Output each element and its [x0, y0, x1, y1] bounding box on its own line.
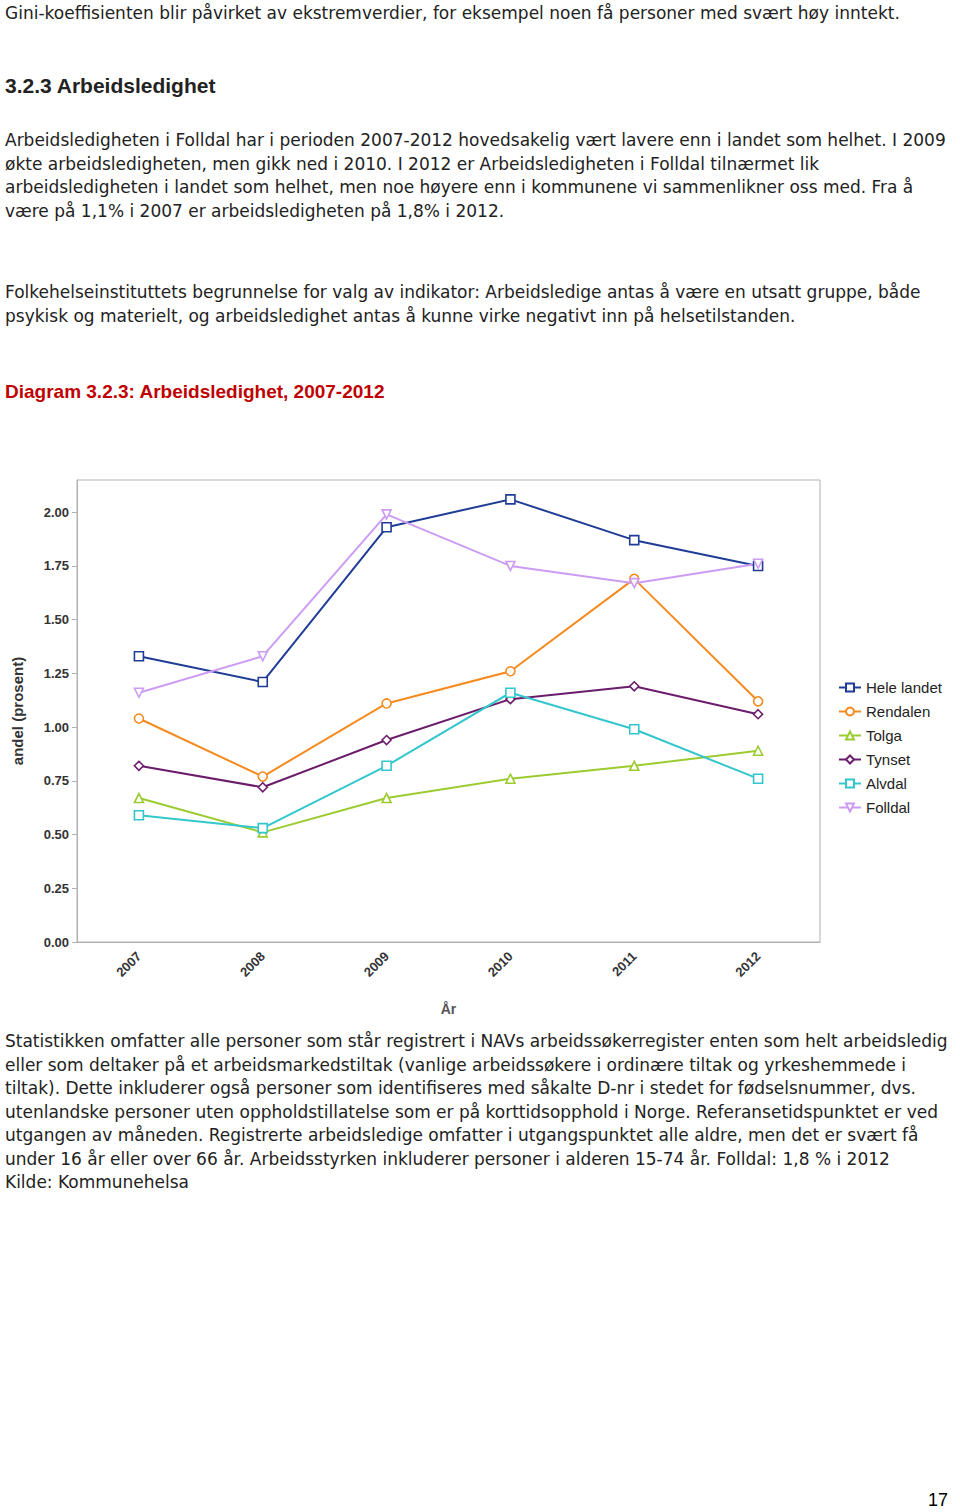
svg-text:2010: 2010: [485, 949, 516, 980]
svg-text:1.25: 1.25: [44, 666, 69, 681]
svg-text:2007: 2007: [113, 949, 144, 980]
svg-text:Rendalen: Rendalen: [866, 703, 930, 720]
html-text:Diagram 3.2.3: Arbeidsledighet: Diagram 3.2.3: Arbeidsledighet, 2007-201…: [5, 381, 385, 402]
svg-text:2.00: 2.00: [44, 505, 69, 520]
svg-text:0.25: 0.25: [44, 881, 69, 896]
svg-text:0.00: 0.00: [44, 935, 69, 950]
svg-text:1.50: 1.50: [44, 612, 69, 627]
svg-text:2009: 2009: [361, 949, 392, 980]
svg-text:Hele landet: Hele landet: [866, 679, 943, 696]
svg-text:2012: 2012: [732, 949, 763, 980]
svg-text:Tynset: Tynset: [866, 751, 911, 768]
svg-text:2008: 2008: [237, 949, 268, 980]
html-text:3.2.3 Arbeidsledighet: 3.2.3 Arbeidsledighet: [5, 74, 216, 97]
html-text:Gini-koeffisienten blir påvirk: Gini-koeffisienten blir påvirket av ekst…: [5, 3, 900, 23]
svg-text:0.75: 0.75: [44, 773, 69, 788]
svg-text:Tolga: Tolga: [866, 727, 903, 744]
html-text:Folkehelseinstituttets begrunn: Folkehelseinstituttets begrunnelse for v…: [5, 282, 921, 326]
svg-text:1.75: 1.75: [44, 558, 69, 573]
svg-text:Folldal: Folldal: [866, 799, 910, 816]
svg-text:2011: 2011: [609, 949, 640, 980]
html-text:Statistikken omfatter alle per: Statistikken omfatter alle personer som …: [5, 1031, 948, 1169]
svg-text:År: År: [441, 1001, 457, 1017]
svg-text:Alvdal: Alvdal: [866, 775, 907, 792]
svg-text:1.00: 1.00: [44, 720, 69, 735]
svg-text:0.50: 0.50: [44, 827, 69, 842]
svg-text:andel (prosent): andel (prosent): [9, 657, 26, 765]
html-text:17: 17: [928, 1490, 948, 1510]
html-text:Arbeidsledigheten i Folldal ha: Arbeidsledigheten i Folldal har i period…: [5, 130, 946, 221]
html-text:Kilde: Kommunehelsa: Kilde: Kommunehelsa: [5, 1172, 189, 1192]
